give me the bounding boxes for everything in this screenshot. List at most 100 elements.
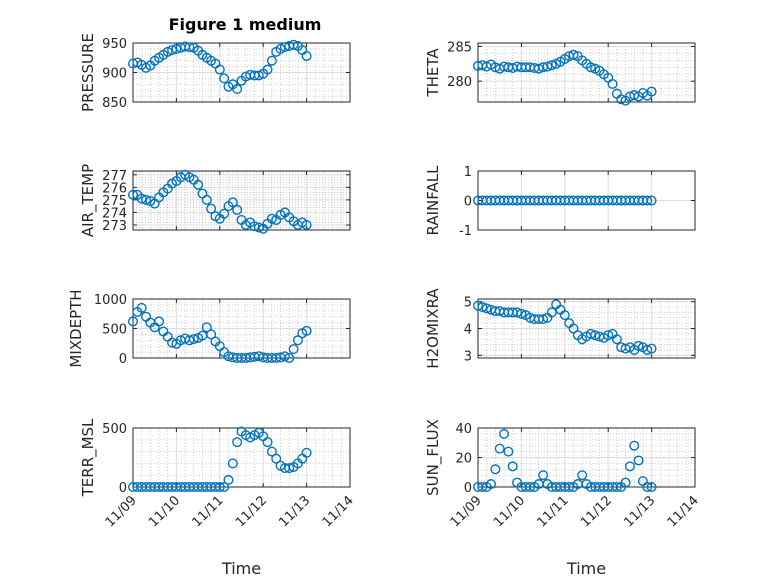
subplot-5: 0 500 1000 MIXDEPTH bbox=[67, 289, 351, 368]
x-tick-label: 11/13 bbox=[276, 493, 313, 530]
data-point bbox=[590, 330, 601, 341]
data-point bbox=[262, 64, 273, 75]
data-point bbox=[266, 446, 277, 457]
data-point bbox=[568, 49, 579, 60]
data-point bbox=[127, 189, 138, 200]
data-point bbox=[201, 322, 212, 333]
x-tick-label: 11/09 bbox=[103, 493, 140, 530]
data-point bbox=[271, 453, 282, 464]
data-point bbox=[288, 39, 299, 50]
x-tick-label: 11/14 bbox=[665, 493, 702, 530]
data-point bbox=[206, 203, 217, 214]
data-point bbox=[266, 213, 277, 224]
subplot-6: 3 4 5 H2OMIXRA bbox=[424, 288, 696, 369]
data-point bbox=[525, 482, 536, 493]
data-point bbox=[642, 344, 653, 355]
data-point bbox=[542, 61, 553, 72]
data-point bbox=[253, 222, 264, 233]
subplot-2: 280 285 THETA bbox=[424, 40, 696, 106]
data-point bbox=[284, 463, 295, 474]
data-point bbox=[503, 446, 514, 457]
data-point bbox=[232, 84, 243, 95]
subplot-7: 0 500 TERR_MSL 11/09 11/10 11/11 11/12 11/13 11/… bbox=[79, 418, 357, 578]
data-point bbox=[301, 50, 312, 61]
data-point bbox=[585, 62, 596, 73]
data-point bbox=[616, 94, 627, 105]
data-point bbox=[477, 302, 488, 313]
data-point bbox=[646, 343, 657, 354]
y-tick-label: 900 bbox=[102, 67, 127, 82]
y-tick-label: 500 bbox=[102, 422, 127, 437]
y-axis-label: H2OMIXRA bbox=[424, 288, 442, 369]
x-tick-label: 11/12 bbox=[233, 493, 270, 530]
y-axis-label: PRESSURE bbox=[79, 33, 97, 112]
data-point bbox=[223, 474, 234, 485]
y-tick-label: 20 bbox=[455, 452, 472, 467]
y-tick-label: -1 bbox=[459, 224, 472, 239]
data-point bbox=[301, 219, 312, 230]
y-tick-label: 40 bbox=[455, 422, 472, 437]
y-axis-label: SUN_FLUX bbox=[424, 419, 443, 496]
y-tick-label: 4 bbox=[464, 323, 472, 338]
data-point bbox=[516, 308, 527, 319]
data-point bbox=[162, 46, 173, 57]
data-point bbox=[546, 307, 557, 318]
data-point bbox=[136, 302, 147, 313]
data-point bbox=[585, 328, 596, 339]
subplot-1: 850 900 950 PRESSURE bbox=[79, 33, 351, 112]
data-point bbox=[275, 43, 286, 54]
axes-box bbox=[477, 42, 696, 103]
x-tick-label: 11/13 bbox=[621, 493, 658, 530]
data-point bbox=[546, 60, 557, 71]
data-point bbox=[301, 447, 312, 458]
y-tick-label: 275 bbox=[102, 194, 127, 209]
data-point bbox=[633, 455, 644, 466]
data-point bbox=[219, 73, 230, 84]
data-point bbox=[629, 440, 640, 451]
x-axis-label: Time bbox=[566, 559, 606, 578]
data-point bbox=[611, 482, 622, 493]
data-point bbox=[284, 353, 295, 364]
y-tick-label: 850 bbox=[102, 96, 127, 111]
data-point bbox=[642, 482, 653, 493]
data-point bbox=[646, 195, 657, 206]
data-point bbox=[188, 334, 199, 345]
data-point bbox=[559, 310, 570, 321]
data-point bbox=[603, 330, 614, 341]
data-point bbox=[219, 208, 230, 219]
x-tick-label: 11/12 bbox=[578, 493, 615, 530]
data-point bbox=[266, 55, 277, 66]
data-point bbox=[611, 88, 622, 99]
figure-title: Figure 1 medium bbox=[169, 15, 322, 34]
x-tick-label: 11/14 bbox=[320, 493, 357, 530]
y-tick-label: 3 bbox=[464, 349, 472, 364]
data-point bbox=[141, 311, 152, 322]
y-axis-label: TERR_MSL bbox=[79, 418, 98, 497]
data-point bbox=[512, 307, 523, 318]
data-point bbox=[637, 476, 648, 487]
data-point bbox=[193, 179, 204, 190]
data-point bbox=[624, 461, 635, 472]
y-tick-label: 5 bbox=[464, 296, 472, 311]
data-point bbox=[646, 86, 657, 97]
data-point bbox=[507, 461, 518, 472]
data-point bbox=[197, 188, 208, 199]
data-point bbox=[154, 316, 165, 327]
y-tick-label: 0 bbox=[119, 352, 127, 367]
data-point bbox=[288, 344, 299, 355]
x-tick-label: 11/10 bbox=[491, 493, 528, 530]
data-point bbox=[184, 42, 195, 53]
data-point bbox=[136, 193, 147, 204]
axes-box bbox=[132, 170, 351, 231]
data-point bbox=[227, 197, 238, 208]
data-point bbox=[577, 470, 588, 481]
axes-box bbox=[132, 427, 351, 488]
data-point bbox=[538, 470, 549, 481]
data-point bbox=[301, 325, 312, 336]
data-point bbox=[633, 340, 644, 351]
data-point bbox=[127, 316, 138, 327]
data-point bbox=[494, 443, 505, 454]
data-point bbox=[206, 329, 217, 340]
y-tick-label: 0 bbox=[464, 195, 472, 210]
